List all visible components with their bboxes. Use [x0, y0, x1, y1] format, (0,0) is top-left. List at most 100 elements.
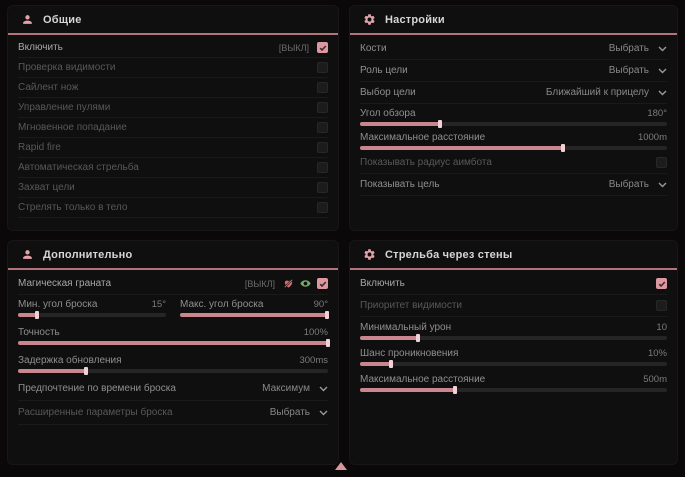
checkbox-checked[interactable]: [656, 278, 667, 289]
select-label: Показывать цель: [360, 179, 440, 190]
panel-settings-header: Настройки: [350, 6, 677, 35]
toggle-label: Приоритет видимости: [360, 300, 463, 311]
select-row-bones: Кости Выбрать: [360, 38, 667, 60]
eye-icon[interactable]: [300, 278, 311, 289]
slider-handle[interactable]: [453, 386, 458, 394]
chevron-down-icon: [319, 386, 328, 391]
select-row-target-role: Роль цели Выбрать: [360, 60, 667, 82]
checkbox-unchecked[interactable]: [317, 162, 328, 173]
toggle-row-target-lock: Захват цели: [18, 178, 328, 198]
toggle-label: Стрелять только в тело: [18, 202, 128, 213]
toggle-label: Автоматическая стрельба: [18, 162, 139, 173]
checkbox-unchecked[interactable]: [317, 102, 328, 113]
select-row-advanced-throw-params: Расширенные параметры броска Выбрать: [18, 401, 328, 425]
toggle-row-auto-fire: Автоматическая стрельба: [18, 158, 328, 178]
panel-wallbang: Стрельба через стены Включить Приоритет …: [350, 241, 677, 464]
slider-handle[interactable]: [437, 120, 442, 128]
toggle-label: Включить: [18, 42, 63, 53]
toggle-row-enable: Включить: [360, 273, 667, 295]
select-label: Выбор цели: [360, 87, 416, 98]
show-target-dropdown[interactable]: Выбрать: [609, 179, 667, 190]
heart-off-icon[interactable]: [283, 278, 294, 289]
panel-additional: Дополнительно Магическая граната [ВЫКЛ]: [8, 241, 338, 464]
fov-slider[interactable]: [360, 120, 667, 128]
throw-angle-sliders: Мин. угол броска 15° Макс. угол броска 9…: [18, 295, 329, 321]
slider-label: Максимальное расстояние: [360, 132, 486, 143]
chevron-down-icon: [658, 90, 667, 95]
panel-title: Настройки: [385, 13, 445, 26]
slider-handle[interactable]: [84, 367, 89, 375]
select-row-show-target: Показывать цель Выбрать: [360, 174, 667, 196]
slider-handle[interactable]: [560, 144, 565, 152]
toggle-label: Проверка видимости: [18, 62, 116, 73]
checkbox-unchecked[interactable]: [317, 82, 328, 93]
dropdown-value: Выбрать: [269, 407, 310, 418]
checkbox-unchecked[interactable]: [656, 300, 667, 311]
slider-value: 90°: [313, 299, 328, 310]
toggle-row-bullet-control: Управление пулями: [18, 98, 328, 118]
hotkey-tag: [ВЫКЛ]: [244, 278, 275, 289]
slider-row-penetration-chance: Шанс проникновения 10%: [360, 343, 667, 369]
dropdown-value: Выбрать: [608, 179, 649, 190]
slider-value: 100%: [303, 327, 328, 338]
select-label: Предпочтение по времени броска: [18, 383, 176, 394]
target-selection-dropdown[interactable]: Ближайший к прицелу: [546, 87, 667, 98]
slider-handle[interactable]: [35, 311, 40, 319]
slider-value: 10: [656, 322, 667, 333]
toggle-label: Управление пулями: [18, 102, 111, 113]
chevron-down-icon: [658, 182, 667, 187]
toggle-label: Rapid fire: [18, 142, 61, 153]
min-throw-angle-slider[interactable]: [18, 311, 166, 319]
toggle-row-rapid-fire: Rapid fire: [18, 138, 328, 158]
toggle-label: Захват цели: [18, 182, 75, 193]
slider-label: Точность: [18, 327, 60, 338]
chevron-down-icon: [658, 68, 667, 73]
slider-handle[interactable]: [416, 334, 421, 342]
slider-handle[interactable]: [326, 339, 330, 347]
toggle-row-enable: Включить [ВЫКЛ]: [18, 38, 328, 58]
accuracy-slider[interactable]: [18, 339, 330, 347]
check-icon: [319, 280, 326, 287]
slider-row-max-throw-angle: Макс. угол броска 90°: [180, 299, 329, 321]
min-damage-slider[interactable]: [360, 334, 667, 342]
bones-dropdown[interactable]: Выбрать: [609, 43, 667, 54]
checkbox-unchecked[interactable]: [317, 202, 328, 213]
penetration-chance-slider[interactable]: [360, 360, 667, 368]
toggle-row-silent-knife: Сайлент нож: [18, 78, 328, 98]
toggle-row-magic-grenade: Магическая граната [ВЫКЛ]: [18, 273, 328, 295]
checkbox-unchecked[interactable]: [317, 122, 328, 133]
slider-value: 1000m: [637, 132, 667, 143]
checkbox-unchecked[interactable]: [656, 157, 667, 168]
slider-row-max-distance: Максимальное расстояние 500m: [360, 369, 667, 395]
slider-handle[interactable]: [388, 360, 393, 368]
slider-label: Угол обзора: [360, 108, 416, 119]
dropdown-value: Ближайший к прицелу: [545, 87, 649, 98]
slider-row-min-throw-angle: Мин. угол броска 15°: [18, 299, 166, 321]
select-row-target-selection: Выбор цели Ближайший к прицелу: [360, 82, 667, 104]
slider-row-min-damage: Минимальный урон 10: [360, 317, 667, 343]
panel-general-header: Общие: [8, 6, 338, 35]
toggle-row-instant-hit: Мгновенное попадание: [18, 118, 328, 138]
max-throw-angle-slider[interactable]: [180, 311, 329, 319]
scroll-up-indicator[interactable]: [335, 462, 347, 470]
checkbox-unchecked[interactable]: [317, 142, 328, 153]
panel-wallbang-header: Стрельба через стены: [350, 241, 677, 270]
slider-handle[interactable]: [324, 311, 329, 319]
slider-label: Задержка обновления: [18, 355, 122, 366]
advanced-throw-dropdown[interactable]: Выбрать: [270, 407, 328, 418]
max-distance-slider[interactable]: [360, 144, 667, 152]
checkbox-checked[interactable]: [317, 42, 328, 53]
max-distance-slider[interactable]: [360, 386, 667, 394]
toggle-row-visibility-check: Проверка видимости: [18, 58, 328, 78]
toggle-row-body-only: Стрелять только в тело: [18, 198, 328, 218]
slider-row-max-distance: Максимальное расстояние 1000m: [360, 128, 667, 152]
dropdown-value: Максимум: [262, 383, 310, 394]
update-delay-slider[interactable]: [18, 367, 328, 375]
target-role-dropdown[interactable]: Выбрать: [609, 65, 667, 76]
panel-additional-header: Дополнительно: [8, 241, 338, 270]
checkbox-checked[interactable]: [317, 278, 328, 289]
toggle-label: Показывать радиус аимбота: [360, 157, 492, 168]
throw-time-dropdown[interactable]: Максимум: [262, 383, 328, 394]
checkbox-unchecked[interactable]: [317, 182, 328, 193]
checkbox-unchecked[interactable]: [317, 62, 328, 73]
